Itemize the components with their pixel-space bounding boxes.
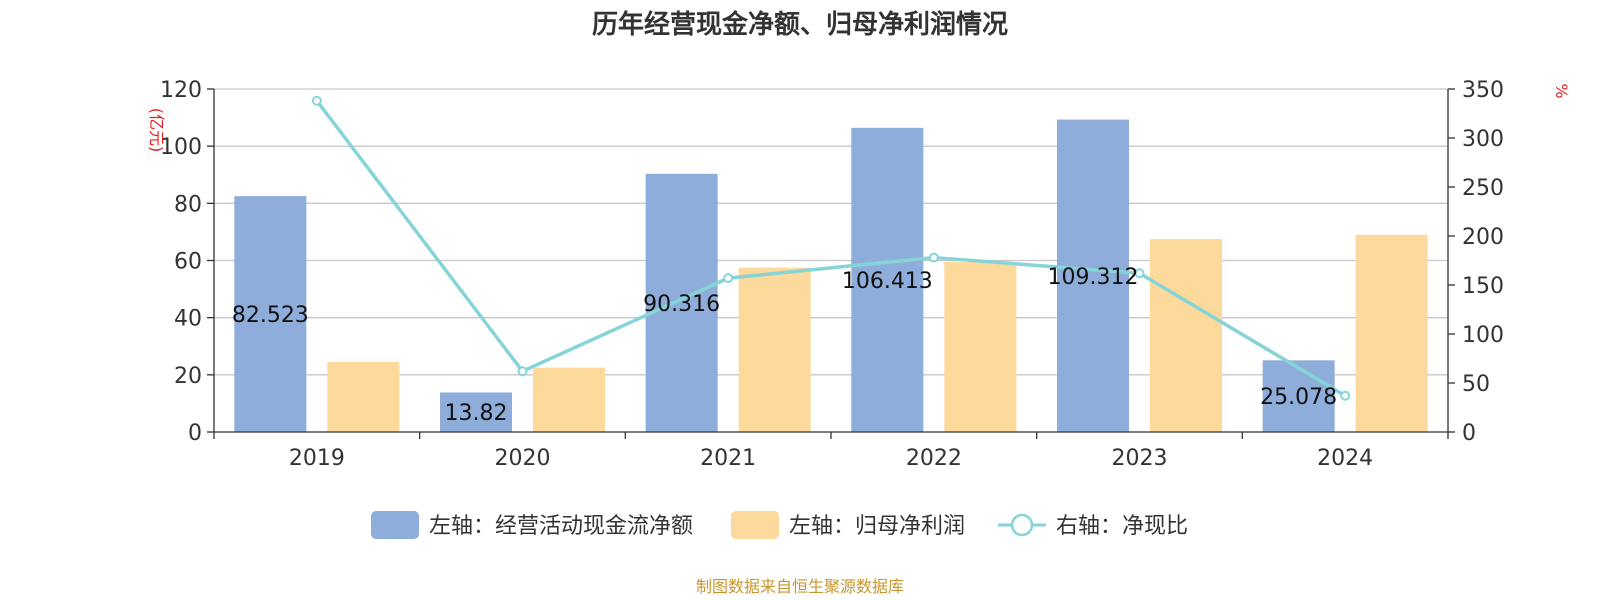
legend-label-cash-ratio: 右轴：净现比	[1056, 514, 1188, 539]
left-axis-tick-label: 100	[160, 135, 202, 160]
left-axis-tick-label: 0	[188, 421, 202, 446]
right-axis-tick-label: 0	[1462, 421, 1476, 446]
x-axis-tick-label: 2020	[495, 446, 551, 471]
left-axis-tick-label: 60	[174, 250, 202, 275]
bar-net-profit	[327, 361, 400, 432]
bar-data-label: 25.078	[1260, 385, 1337, 410]
right-axis-tick-label: 50	[1462, 372, 1490, 397]
bar-net-profit	[533, 367, 605, 432]
bar-net-profit	[1355, 234, 1428, 432]
bar-operating-cashflow	[851, 127, 924, 432]
right-axis-tick-label: 200	[1462, 225, 1504, 250]
left-axis-unit: (亿元)	[147, 108, 166, 153]
bar-operating-cashflow	[645, 173, 718, 432]
left-axis-tick-label: 80	[174, 192, 202, 217]
data-labels-layer: 82.523 13.82 90.316 106.413 109.312 25.078	[232, 265, 1337, 426]
bar-data-label: 82.523	[232, 303, 309, 328]
line-point	[311, 95, 322, 106]
legend-label-net-profit: 左轴：归母净利润	[789, 514, 965, 539]
axes-layer: 0 20 40 60 80 100 120 0 50 100 150 200 250 300 350 2019…	[160, 78, 1504, 471]
line-point	[1340, 390, 1351, 401]
legend-swatch-net-profit	[731, 511, 779, 539]
x-axis-tick-label: 2023	[1112, 446, 1168, 471]
grid-lines	[214, 88, 1448, 376]
x-axis-tick-label: 2022	[906, 446, 962, 471]
legend-label-operating-cashflow: 左轴：经营活动现金流净额	[429, 514, 693, 539]
line-point	[1134, 268, 1145, 279]
bar-data-label: 109.312	[1048, 265, 1139, 290]
x-axis-tick-label: 2019	[289, 446, 345, 471]
line-point	[517, 366, 528, 377]
legend: 左轴：经营活动现金流净额 左轴：归母净利润 右轴：净现比	[371, 511, 1188, 539]
left-axis-tick-label: 20	[174, 364, 202, 389]
bar-operating-cashflow	[1057, 119, 1129, 432]
legend-swatch-operating-cashflow	[371, 511, 419, 539]
bar-operating-cashflow	[440, 392, 512, 432]
bar-net-profit	[738, 267, 811, 432]
bar-data-label: 106.413	[842, 269, 933, 294]
right-axis-tick-label: 150	[1462, 274, 1504, 299]
right-axis-unit: %	[1552, 83, 1571, 98]
chart-title: 历年经营现金净额、归母净利润情况	[592, 9, 1008, 40]
bar-net-profit	[1150, 239, 1222, 432]
bar-operating-cashflow	[1262, 360, 1335, 432]
x-axis-tick-label: 2021	[700, 446, 756, 471]
line-layer	[311, 95, 1351, 401]
line-point	[928, 252, 939, 263]
source-note: 制图数据来自恒生聚源数据库	[696, 577, 904, 596]
bar-data-label: 13.82	[445, 401, 508, 426]
left-axis-tick-label: 120	[160, 78, 202, 103]
legend-swatch-marker	[1010, 513, 1034, 537]
left-axis-tick-label: 40	[174, 307, 202, 332]
right-axis-tick-label: 350	[1462, 78, 1504, 103]
bar-operating-cashflow	[234, 196, 307, 432]
bars-layer	[234, 119, 1428, 432]
right-axis-tick-label: 300	[1462, 127, 1504, 152]
line-cash-ratio	[315, 99, 1347, 398]
bar-net-profit	[944, 261, 1017, 432]
x-axis-tick-label: 2024	[1317, 446, 1373, 471]
right-axis-tick-label: 250	[1462, 176, 1504, 201]
bar-data-label: 90.316	[643, 292, 720, 317]
line-point	[723, 273, 734, 284]
right-axis-tick-label: 100	[1462, 323, 1504, 348]
